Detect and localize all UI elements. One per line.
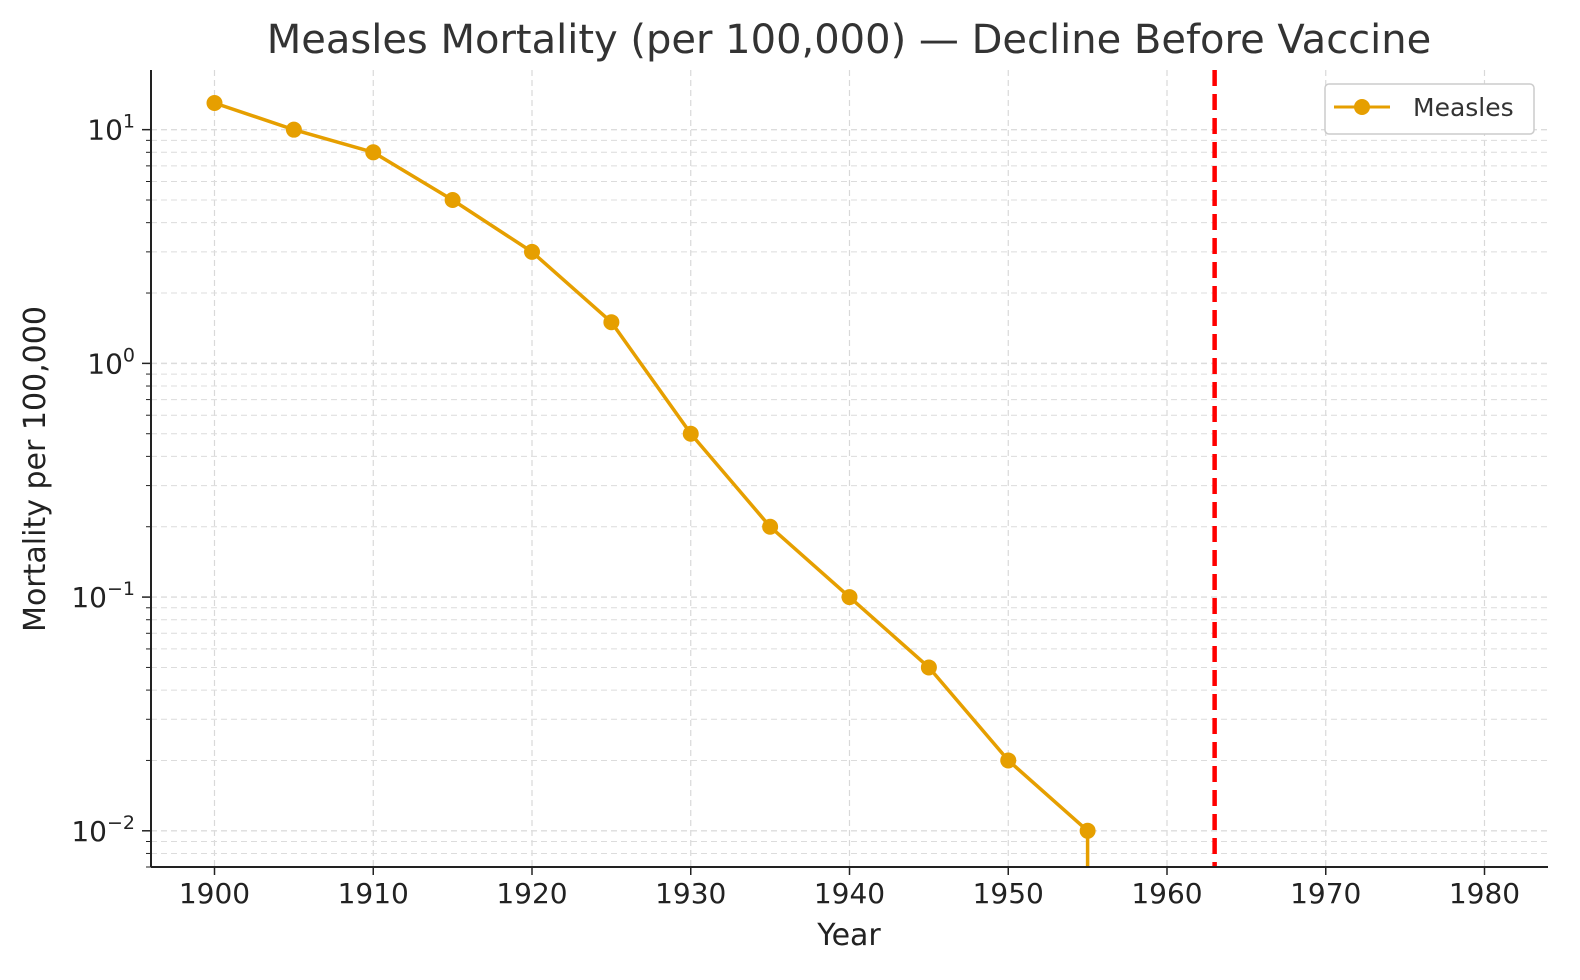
y-tick-label: 10−2	[71, 812, 135, 848]
x-tick-label: 1900	[179, 877, 250, 910]
y-tick-label: 10−1	[71, 578, 135, 614]
legend-box	[1324, 83, 1535, 135]
x-ticks: 1900 1910 1920 1930 1940 1950 1960 1970 1980	[179, 867, 1520, 910]
x-axis-label: Year	[816, 918, 881, 953]
data-point	[603, 314, 620, 331]
data-point	[762, 518, 779, 535]
x-tick-label: 1940	[814, 877, 885, 910]
y-ticks: 101 100 10−1 10−2	[71, 111, 151, 868]
x-tick-label: 1960	[1131, 877, 1202, 910]
x-tick-label: 1910	[338, 877, 409, 910]
x-tick-label: 1980	[1449, 877, 1520, 910]
data-point	[920, 659, 937, 676]
data-point	[206, 95, 223, 112]
data-point	[444, 192, 461, 209]
data-point	[682, 425, 699, 442]
legend: Measles	[1324, 83, 1535, 135]
axes	[150, 70, 1548, 868]
series-line-measles	[213, 101, 1090, 867]
grid-lines	[151, 70, 1548, 868]
data-point	[365, 144, 382, 161]
y-tick-label: 100	[87, 344, 135, 380]
data-point	[285, 121, 302, 138]
x-tick-label: 1970	[1290, 877, 1361, 910]
series-layer	[206, 95, 1096, 867]
x-tick-label: 1920	[496, 877, 567, 910]
legend-marker-swatch	[1354, 99, 1370, 115]
x-tick-label: 1930	[655, 877, 726, 910]
data-point	[524, 243, 540, 260]
x-tick-label: 1950	[973, 877, 1044, 910]
data-point	[841, 589, 858, 606]
chart-title: Measles Mortality (per 100,000) — Declin…	[267, 17, 1432, 63]
data-point	[1000, 752, 1017, 769]
y-tick-label: 101	[87, 111, 135, 147]
data-point	[1079, 822, 1096, 839]
y-axis-label: Mortality per 100,000	[18, 306, 53, 632]
legend-label: Measles	[1413, 93, 1514, 122]
